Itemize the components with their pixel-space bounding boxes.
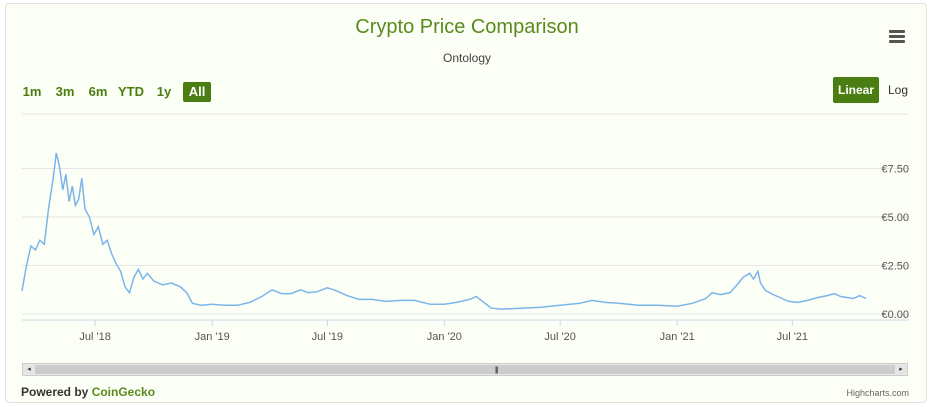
y-tick-label: €7.50 [881,164,909,176]
highcharts-credits[interactable]: Highcharts.com [846,388,909,398]
x-tick-label: Jan '20 [427,331,462,343]
navigator-scrollbar[interactable]: ◂ ||| ▸ [22,363,908,376]
x-tick-label: Jan '21 [660,331,695,343]
range-1m-button[interactable]: 1m [22,84,42,99]
scroll-left-arrow-icon[interactable]: ◂ [23,364,35,375]
y-tick-label: €2.50 [881,261,909,273]
range-6m-button[interactable]: 6m [88,84,108,99]
range-ytd-button[interactable]: YTD [118,84,144,99]
linear-scale-button[interactable]: Linear [833,77,879,103]
scrollbar-grip-icon: ||| [495,367,499,374]
x-tick-label: Jul '19 [312,331,343,343]
powered-by: Powered by CoinGecko [21,385,155,399]
scrollbar-thumb[interactable]: ||| [35,365,895,374]
range-all-button[interactable]: All [183,82,211,102]
hamburger-menu-icon[interactable] [889,30,905,44]
coingecko-link[interactable]: CoinGecko [91,385,156,399]
range-1y-button[interactable]: 1y [156,84,172,99]
log-scale-button[interactable]: Log [887,83,909,97]
chart-title: Crypto Price Comparison [355,16,579,38]
price-series-line [21,152,867,310]
chart-container [5,3,927,403]
scroll-right-arrow-icon[interactable]: ▸ [895,364,907,375]
chart-subtitle: Ontology [442,51,492,65]
y-tick-label: €5.00 [881,212,909,224]
x-tick-label: Jul '18 [79,331,110,343]
x-tick-label: Jul '20 [544,331,575,343]
y-tick-label: €0.00 [881,309,909,321]
powered-by-label: Powered by [21,385,92,399]
x-tick-label: Jan '19 [195,331,230,343]
range-3m-button[interactable]: 3m [55,84,75,99]
x-tick-label: Jul '21 [777,331,808,343]
